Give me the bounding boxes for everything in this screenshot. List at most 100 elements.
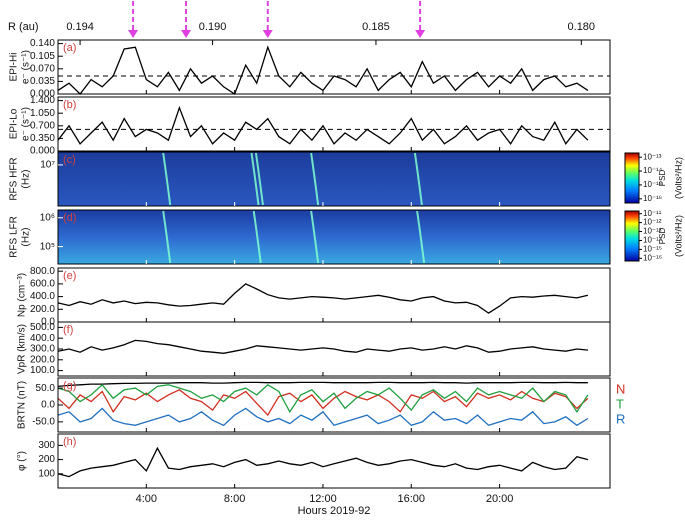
panel-frame	[57, 96, 611, 152]
colorbar-tick-label: 10⁻¹⁴	[643, 236, 663, 245]
colorbar	[624, 152, 640, 204]
colorbar-tick-label: 10⁻¹³	[643, 152, 662, 161]
panel-letter: (h)	[63, 436, 76, 448]
series-line	[57, 446, 589, 478]
y-tick-label: 1.050	[30, 108, 55, 119]
panel-letter: (e)	[63, 270, 76, 282]
y-tick-label: 1.400	[30, 95, 55, 106]
x-axis-label: Hours 2019-92	[298, 505, 371, 517]
series-line	[57, 105, 589, 146]
event-arrowhead	[181, 30, 192, 38]
series-line	[57, 283, 589, 314]
y-tick-label: 100	[38, 468, 55, 479]
event-arrowhead	[262, 30, 273, 38]
y-tick-label: 200.0	[30, 354, 55, 365]
panel-frame	[57, 39, 611, 95]
y-tick-label: 0.070	[30, 63, 55, 74]
y-axis-label: RFS LFR	[9, 216, 20, 258]
x-tick-label: 4:00	[136, 493, 157, 505]
y-tick-label: 0.035	[30, 76, 55, 87]
y-axis-label: e⁻ (s⁻¹)	[21, 107, 32, 141]
colorbar-unit: (Volts²/Hz)	[673, 215, 683, 257]
radio-burst	[310, 210, 320, 264]
top-axis-label: R (au)	[8, 21, 39, 33]
y-tick-label: 10⁷	[40, 160, 55, 171]
top-tick-label: 0.190	[199, 21, 227, 33]
colorbar	[624, 210, 640, 262]
y-tick-label: 0.105	[30, 51, 55, 62]
colorbar-tick-label: 10⁻¹⁵	[643, 180, 662, 189]
y-tick-label: 10⁶	[40, 212, 55, 223]
panel-letter: (d)	[63, 212, 76, 224]
y-tick-label: 200	[38, 454, 55, 465]
y-tick-label: 0.000	[30, 89, 55, 100]
panel-letter: (f)	[63, 324, 73, 336]
panel-letter: (c)	[63, 154, 76, 166]
panel-frame	[57, 433, 611, 489]
top-tick-label: 0.185	[362, 21, 390, 33]
colorbar-tick-label: 10⁻¹⁶	[643, 253, 662, 262]
y-tick-label: 10⁵	[40, 241, 55, 252]
y-axis-label: e⁻ (s⁻¹)	[21, 50, 32, 84]
colorbar-tick-label: 10⁻¹⁴	[643, 166, 663, 175]
legend-entry: T	[616, 396, 624, 411]
radio-burst	[254, 152, 264, 206]
series-line	[57, 383, 589, 414]
radio-burst	[310, 152, 320, 206]
y-axis-label: (Hz)	[21, 228, 32, 247]
colorbar-tick-label: 10⁻¹⁶	[643, 194, 662, 203]
y-tick-label: 0.350	[30, 133, 55, 144]
series-line	[57, 407, 589, 427]
series-line	[57, 381, 588, 388]
y-tick-label: 200.0	[30, 304, 55, 315]
y-axis-label: Np (cm⁻³)	[17, 273, 28, 317]
colorbar-unit: (Volts²/Hz)	[673, 157, 683, 199]
colorbar-tick-label: 10⁻¹¹	[643, 209, 662, 218]
y-tick-label: 100.0	[30, 365, 55, 376]
radio-burst	[162, 152, 172, 206]
legend-entry: N	[616, 381, 625, 396]
top-tick-label: 0.180	[568, 21, 596, 33]
colorbar-tick-label: 10⁻¹³	[643, 227, 662, 236]
series-line	[57, 45, 589, 95]
panel-frame	[57, 151, 611, 207]
panel-frame	[57, 209, 611, 265]
top-tick-label: 0.194	[66, 21, 94, 33]
x-tick-label: 12:00	[309, 493, 337, 505]
panel-letter: (g)	[63, 380, 76, 392]
radio-burst	[252, 210, 262, 264]
y-tick-label: 0.0	[41, 400, 55, 411]
radio-burst	[250, 152, 260, 206]
panel-letter: (a)	[63, 42, 76, 54]
x-tick-label: 20:00	[486, 493, 514, 505]
series-line	[57, 389, 589, 417]
y-tick-label: -50.0	[32, 417, 55, 428]
y-tick-label: 0.140	[30, 38, 55, 49]
y-tick-label: 0.700	[30, 120, 55, 131]
series-line	[57, 339, 588, 354]
radio-burst	[162, 210, 172, 264]
y-tick-label: 400.0	[30, 333, 55, 344]
y-tick-label: 800.0	[30, 266, 55, 277]
y-tick-label: 400.0	[30, 291, 55, 302]
panel-letter: (b)	[63, 99, 76, 111]
y-tick-label: 600.0	[30, 279, 55, 290]
spectrogram-background	[58, 210, 610, 264]
panel-frame	[57, 267, 611, 323]
y-tick-label: 50.0	[36, 383, 56, 394]
spectrogram-background	[58, 152, 610, 206]
y-axis-label: RFS HFR	[9, 157, 20, 200]
x-tick-label: 8:00	[224, 493, 245, 505]
colorbar-label: PSD	[658, 228, 667, 245]
y-axis-label: VpR (km/s)	[17, 324, 28, 374]
x-tick-label: 16:00	[398, 493, 426, 505]
colorbar-label: PSD	[658, 170, 667, 187]
colorbar-tick-label: 10⁻¹²	[643, 218, 662, 227]
event-arrowhead	[128, 30, 139, 38]
y-tick-label: 500.0	[30, 322, 55, 333]
y-axis-label: EPI-Hi	[9, 53, 20, 82]
y-tick-label: 300.0	[30, 344, 55, 355]
radio-burst	[413, 152, 423, 206]
y-tick-label: 300	[38, 440, 55, 451]
